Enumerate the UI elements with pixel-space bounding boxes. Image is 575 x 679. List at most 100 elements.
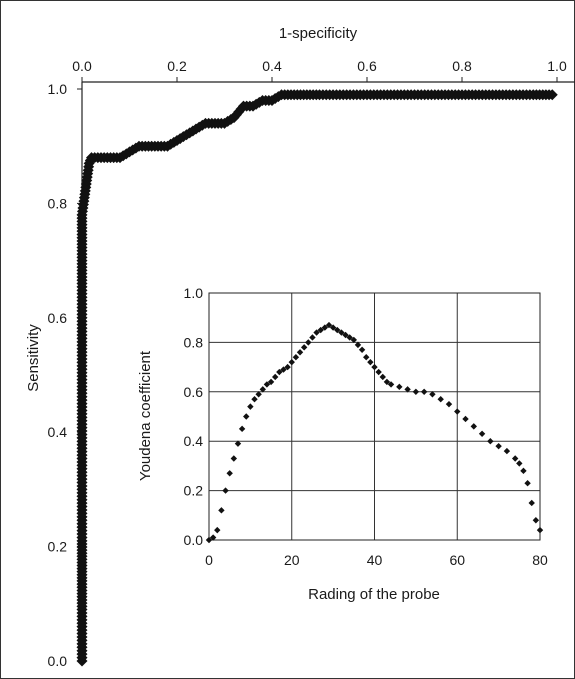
youden-point (226, 470, 233, 477)
youden-point (313, 329, 320, 336)
youden-curve-points (205, 321, 544, 544)
inset-x-tick-label: 0 (205, 552, 213, 568)
inset-x-tick-label: 80 (532, 552, 548, 568)
inset-y-tick-label: 1.0 (184, 285, 204, 301)
youden-point (255, 391, 262, 398)
youden-point (292, 354, 300, 361)
youden-point (420, 388, 428, 395)
main-x-tick-label: 0.4 (262, 58, 282, 74)
youden-point (305, 339, 312, 346)
youden-point (263, 381, 271, 388)
inset-x-tick-label: 20 (284, 552, 300, 568)
youden-point (354, 341, 362, 349)
inset-y-tick-label: 0.8 (184, 334, 204, 350)
youden-point (358, 346, 366, 354)
main-x-tick-label: 0.8 (452, 58, 472, 74)
youden-point (334, 326, 341, 334)
main-x-tick-label: 0.0 (72, 58, 92, 74)
youden-point (383, 378, 391, 386)
youden-point (387, 381, 395, 388)
inset-y-tick-label: 0.4 (184, 433, 204, 449)
youden-point (309, 334, 316, 341)
main-x-tick-label: 1.0 (547, 58, 567, 74)
youden-point (528, 499, 535, 507)
youden-point (234, 440, 242, 447)
youden-point (342, 331, 349, 339)
youden-point (205, 536, 213, 544)
youden-point (296, 349, 304, 356)
inset-panel (200, 280, 570, 620)
main-x-tick-label: 0.6 (357, 58, 377, 74)
roc-curve-points (76, 89, 558, 667)
youden-point (214, 526, 221, 534)
youden-point (288, 358, 295, 366)
main-y-tick-label: 1.0 (48, 81, 68, 97)
inset-y-axis-title: Youdena coefficient (137, 350, 154, 481)
youden-point (503, 447, 511, 455)
youden-point (367, 358, 374, 366)
youden-point (470, 423, 477, 430)
youden-point (437, 396, 444, 403)
youden-point (379, 373, 386, 381)
youden-point (524, 479, 531, 487)
youden-point (267, 378, 275, 386)
inset-y-tick-label: 0.6 (184, 384, 204, 400)
youden-point (238, 425, 246, 433)
youden-point (454, 408, 461, 415)
youden-point (412, 388, 420, 395)
youden-point (321, 324, 329, 331)
youden-point (375, 368, 382, 376)
main-y-axis-title: Sensitivity (25, 324, 42, 392)
youden-point (209, 534, 217, 541)
youden-point (259, 386, 266, 393)
main-x-tick-label: 0.2 (167, 58, 187, 74)
youden-point (329, 324, 337, 331)
youden-point (532, 517, 540, 524)
youden-point (284, 363, 291, 371)
inset-x-axis-title: Rading of the probe (308, 586, 440, 603)
youden-point (478, 430, 486, 437)
youden-point (346, 334, 353, 341)
main-x-axis-title: 1-specificity (279, 25, 358, 42)
youden-point (272, 373, 279, 381)
youden-point (520, 467, 527, 475)
youden-point (317, 326, 324, 334)
youden-point (230, 455, 238, 462)
roc-point (546, 89, 558, 101)
main-y-tick-label: 0.2 (48, 539, 68, 555)
youden-point (371, 363, 378, 371)
main-y-tick-label: 0.8 (48, 195, 68, 211)
main-y-tick-label: 0.0 (48, 653, 68, 669)
youden-point (495, 442, 502, 450)
youden-point (462, 415, 469, 423)
youden-point (222, 487, 229, 494)
youden-point (243, 413, 250, 420)
youden-point (516, 460, 523, 467)
youden-point (511, 455, 519, 462)
inset-y-tick-label: 0.2 (184, 483, 204, 499)
youden-point (487, 438, 494, 445)
youden-point (404, 386, 411, 393)
inset-y-tick-label: 0.0 (184, 532, 204, 548)
youden-point (280, 366, 287, 373)
youden-point (218, 507, 225, 514)
main-y-tick-label: 0.6 (48, 310, 68, 326)
youden-point (429, 391, 436, 398)
youden-point (325, 321, 333, 329)
youden-point (276, 368, 283, 376)
main-y-tick-label: 0.4 (48, 424, 68, 440)
youden-point (363, 354, 370, 361)
youden-point (247, 403, 254, 410)
youden-point (350, 336, 358, 344)
youden-point (396, 383, 403, 391)
inset-plot-border (208, 292, 541, 541)
youden-point (300, 344, 308, 351)
inset-x-tick-label: 40 (367, 552, 383, 568)
youden-point (251, 396, 258, 403)
inset-x-tick-label: 60 (449, 552, 465, 568)
inset-axis-ticks: 0 20 40 60 80 0.0 0.2 0.4 0.6 0.8 1.0 (184, 285, 548, 568)
youden-point (445, 400, 453, 408)
youden-point (338, 329, 345, 336)
